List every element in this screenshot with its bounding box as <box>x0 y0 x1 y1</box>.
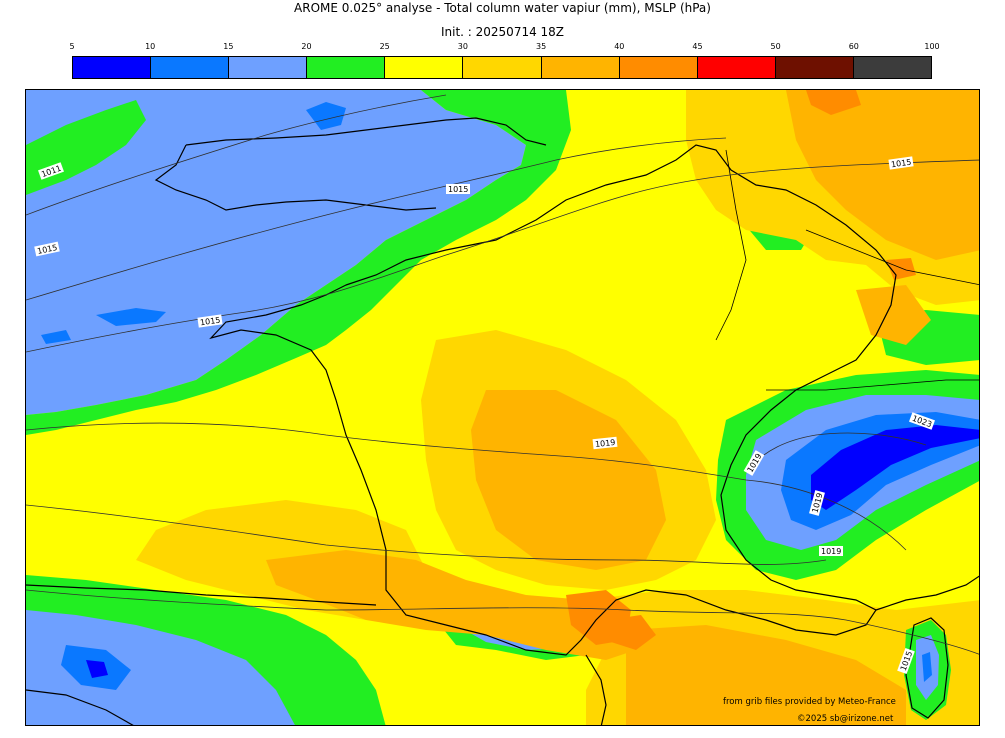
colorbar-tick: 20 <box>301 42 312 51</box>
isobar-label: 1015 <box>34 241 60 257</box>
isobar-label: 1015 <box>197 314 223 328</box>
copyright-credit: ©2025 sb@irizone.net <box>797 714 894 724</box>
source-credit: from grib files provided by Meteo-France <box>723 697 896 707</box>
coastlines <box>26 117 979 725</box>
field-10-15-atlantic <box>96 308 166 326</box>
colorbar-segment <box>307 57 386 78</box>
svg-text:1019: 1019 <box>821 547 841 556</box>
svg-text:1019: 1019 <box>595 438 616 449</box>
colorbar-tick: 60 <box>848 42 859 51</box>
colorbar-tick: 45 <box>692 42 703 51</box>
field-10-15-channel <box>306 102 346 130</box>
colorbar-segment <box>697 57 776 78</box>
colorbar-segment <box>619 57 698 78</box>
field-10-15-west <box>41 330 71 344</box>
field-20-25-atlantic <box>26 90 571 435</box>
map-panel: 1011 1015 1015 1015 1015 1019 1019 1023 <box>25 89 980 726</box>
field-35-40-mediterranean <box>626 625 906 725</box>
field-5-10-alps <box>811 425 979 510</box>
colorbar-segment <box>229 57 308 78</box>
field-40-45-north-east <box>806 90 861 115</box>
svg-text:1015: 1015 <box>448 185 468 194</box>
svg-text:1015: 1015 <box>200 316 221 328</box>
field-5-10-iberia <box>86 660 108 678</box>
field-10-15-corsica <box>922 652 932 682</box>
field-35-40-south <box>266 550 636 660</box>
isobars <box>26 94 979 655</box>
isobar-label: 1015 <box>446 184 470 194</box>
field-35-40-north-east <box>786 90 979 260</box>
svg-text:1015: 1015 <box>891 158 912 170</box>
colorbar-tick: 40 <box>614 42 625 51</box>
colorbar-segment <box>463 57 542 78</box>
colorbar-tick: 15 <box>223 42 234 51</box>
field-35-40-east <box>856 285 931 345</box>
init-time: Init. : 20250714 18Z <box>440 25 565 39</box>
colorbar-tick: 35 <box>536 42 547 51</box>
colorbar <box>72 56 932 79</box>
field-40-45-east <box>886 258 916 280</box>
colorbar-segment <box>73 57 152 78</box>
field-40-45-languedoc <box>606 615 656 650</box>
isobar-label: 1015 <box>888 156 914 170</box>
isobar-label: 1019 <box>592 436 618 450</box>
colorbar-tick: 10 <box>145 42 156 51</box>
colorbar-segment <box>775 57 854 78</box>
chart-title: AROME 0.025° analyse - Total column wate… <box>294 1 711 15</box>
colorbar-tick: 50 <box>770 42 781 51</box>
field-35-40-centre <box>471 390 666 570</box>
colorbar-segment <box>151 57 230 78</box>
isobar-label: 1019 <box>819 546 843 556</box>
colorbar-tick: 30 <box>457 42 468 51</box>
field-15-20-iberia <box>26 610 295 725</box>
colorbar-segment <box>541 57 620 78</box>
colorbar-segment <box>385 57 464 78</box>
svg-text:1015: 1015 <box>36 243 58 256</box>
colorbar-segment <box>853 57 932 78</box>
colorbar-tick: 5 <box>69 42 75 51</box>
colorbar-ticks: 5 10 15 20 25 30 35 40 45 50 60 100 <box>69 42 939 54</box>
colorbar-tick: 100 <box>924 42 940 51</box>
colorbar-tick: 25 <box>379 42 390 51</box>
water-vapour-field: 1011 1015 1015 1015 1015 1019 1019 1023 <box>26 90 979 725</box>
